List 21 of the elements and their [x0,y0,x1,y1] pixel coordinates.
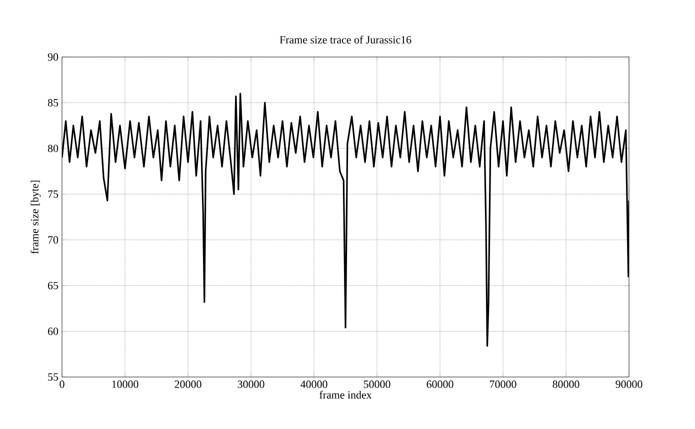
x-tick-label: 70000 [490,380,516,388]
chart-title: Frame size trace of Jurassic16 [280,36,412,44]
x-axis-title: frame index [320,390,372,399]
x-tick-label: 20000 [174,380,202,388]
y-tick-label: 60 [48,328,58,335]
x-tick-label: 0 [60,380,64,388]
y-axis-title: frame size [byte] [30,180,41,254]
y-tick-label: 90 [48,53,58,61]
y-tick-label: 80 [48,144,58,152]
x-tick-label: 10000 [112,380,138,388]
x-tick-label: 60000 [426,380,454,388]
x-tick-label: 90000 [616,380,642,388]
y-tick-label: 65 [48,282,58,290]
x-tick-label: 50000 [364,380,390,388]
y-tick-label: 75 [48,190,58,198]
x-tick-label: 80000 [552,380,580,388]
y-tick-label: 85 [48,99,58,106]
x-tick-label: 40000 [300,380,328,388]
x-tick-label: 30000 [238,380,264,388]
y-tick-label: 70 [48,236,58,244]
y-tick-label: 55 [48,373,58,381]
